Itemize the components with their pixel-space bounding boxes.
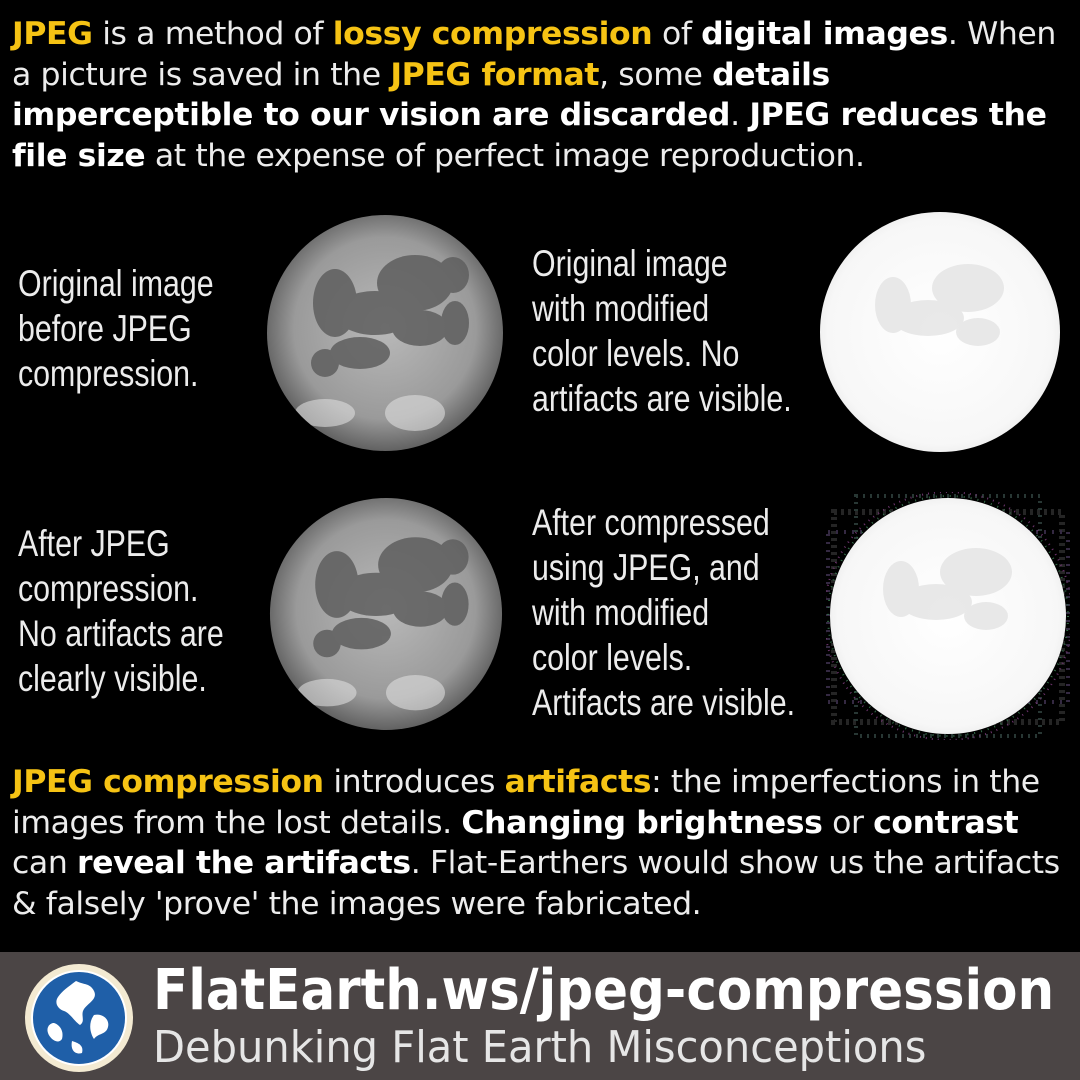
- site-tagline: Debunking Flat Earth Misconceptions: [153, 1020, 926, 1076]
- panel-label-line: No artifacts are: [18, 611, 224, 656]
- moon-artifacts-image: [826, 492, 1070, 740]
- intro-paragraph: JPEG is a method of lossy compression of…: [12, 14, 1070, 176]
- intro-term-jpeg-format: JPEG format: [390, 57, 599, 93]
- panel-label-line: Original image: [18, 261, 214, 306]
- outro-term-reveal: reveal the artifacts: [77, 845, 411, 881]
- panel-label-line: Original image: [532, 241, 792, 286]
- panel-label-line: using JPEG, and: [532, 545, 795, 590]
- panel-label-line: color levels.: [532, 635, 795, 680]
- intro-term-jpeg: JPEG: [12, 16, 93, 52]
- outro-term-contrast: contrast: [873, 805, 1018, 841]
- panel-label-line: After JPEG: [18, 521, 224, 566]
- panel-label-line: clearly visible.: [18, 656, 224, 701]
- panel-label-line: compression.: [18, 351, 214, 396]
- outro-paragraph: JPEG compression introduces artifacts: t…: [12, 762, 1070, 924]
- panel-label-line: artifacts are visible.: [532, 376, 792, 421]
- intro-term-lossy: lossy compression: [333, 16, 653, 52]
- label-jpeg-modified: After compressed using JPEG, and with modi…: [532, 500, 795, 725]
- panel-label-line: After compressed: [532, 500, 795, 545]
- panel-label-line: Artifacts are visible.: [532, 680, 795, 725]
- outro-text: introduces: [324, 764, 505, 800]
- moon-bright-image: [818, 210, 1062, 454]
- moon-original-image: [265, 213, 505, 453]
- panel-label-line: with modified: [532, 590, 795, 635]
- intro-text: , some: [599, 57, 712, 93]
- panel-label-line: compression.: [18, 566, 224, 611]
- globe-logo-icon: [24, 963, 134, 1073]
- outro-term-artifacts: artifacts: [505, 764, 652, 800]
- outro-text: or: [822, 805, 873, 841]
- moon-jpeg-image: [268, 496, 504, 732]
- intro-text: of: [652, 16, 701, 52]
- outro-term-jpeg-compression: JPEG compression: [12, 764, 324, 800]
- site-url[interactable]: FlatEarth.ws/jpeg-compression: [153, 956, 1054, 1026]
- intro-text: at the expense of perfect image reproduc…: [145, 138, 864, 174]
- panel-label-line: with modified: [532, 286, 792, 331]
- panel-label-line: color levels. No: [532, 331, 792, 376]
- label-jpeg: After JPEG compression. No artifacts are cl…: [18, 521, 224, 701]
- label-modified: Original image with modified color levels.…: [532, 241, 792, 421]
- intro-text: is a method of: [93, 16, 333, 52]
- intro-term-digital-images: digital images: [701, 16, 948, 52]
- intro-text: .: [730, 97, 749, 133]
- label-original: Original image before JPEG compression.: [18, 261, 214, 396]
- outro-term-brightness: Changing brightness: [461, 805, 822, 841]
- outro-text: can: [12, 845, 77, 881]
- panel-label-line: before JPEG: [18, 306, 214, 351]
